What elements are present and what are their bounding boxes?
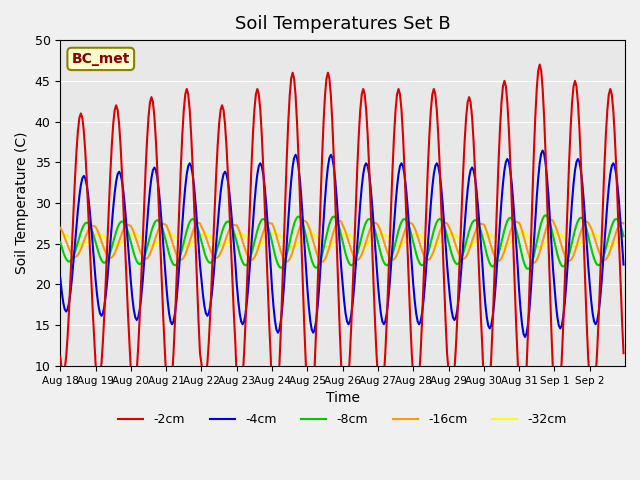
-32cm — [346, 232, 354, 238]
-2cm — [536, 61, 543, 67]
-8cm — [458, 255, 465, 261]
-2cm — [76, 115, 83, 121]
-16cm — [76, 250, 83, 255]
-2cm — [346, 350, 354, 356]
Line: -16cm: -16cm — [60, 220, 623, 263]
-32cm — [536, 244, 543, 250]
-4cm — [618, 241, 626, 247]
-32cm — [618, 234, 626, 240]
-16cm — [530, 260, 538, 266]
-16cm — [618, 220, 626, 226]
-2cm — [620, 350, 627, 356]
-16cm — [620, 220, 627, 226]
-32cm — [56, 232, 64, 238]
-8cm — [618, 228, 626, 233]
-8cm — [76, 234, 83, 240]
Line: -2cm: -2cm — [60, 64, 623, 423]
-4cm — [76, 193, 83, 199]
-32cm — [518, 229, 526, 235]
-2cm — [56, 354, 64, 360]
-4cm — [346, 319, 354, 324]
-4cm — [620, 262, 627, 267]
Text: BC_met: BC_met — [72, 52, 130, 66]
-2cm — [545, 241, 552, 247]
-2cm — [458, 203, 465, 209]
Y-axis label: Soil Temperature (C): Soil Temperature (C) — [15, 132, 29, 274]
-4cm — [521, 334, 529, 340]
-4cm — [458, 261, 465, 266]
-16cm — [56, 225, 64, 231]
Line: -32cm: -32cm — [60, 232, 623, 247]
Title: Soil Temperatures Set B: Soil Temperatures Set B — [235, 15, 451, 33]
-8cm — [346, 262, 354, 267]
-4cm — [545, 194, 552, 200]
Line: -8cm: -8cm — [60, 215, 623, 269]
-2cm — [93, 374, 101, 380]
-16cm — [346, 243, 354, 249]
-8cm — [541, 212, 549, 218]
-16cm — [543, 223, 551, 229]
-16cm — [93, 227, 101, 232]
-32cm — [620, 232, 627, 238]
-8cm — [545, 216, 552, 222]
-16cm — [548, 217, 556, 223]
X-axis label: Time: Time — [326, 391, 360, 405]
-8cm — [93, 245, 101, 251]
-8cm — [524, 266, 532, 272]
-32cm — [93, 231, 101, 237]
Line: -4cm: -4cm — [60, 151, 623, 337]
-4cm — [56, 275, 64, 280]
-4cm — [539, 148, 547, 154]
-8cm — [620, 233, 627, 239]
-32cm — [545, 237, 552, 242]
-32cm — [76, 242, 83, 248]
-8cm — [56, 239, 64, 245]
-32cm — [458, 238, 465, 244]
-16cm — [458, 255, 465, 261]
-2cm — [618, 318, 626, 324]
-2cm — [518, 420, 526, 426]
-4cm — [93, 292, 101, 298]
Legend: -2cm, -4cm, -8cm, -16cm, -32cm: -2cm, -4cm, -8cm, -16cm, -32cm — [113, 408, 572, 432]
